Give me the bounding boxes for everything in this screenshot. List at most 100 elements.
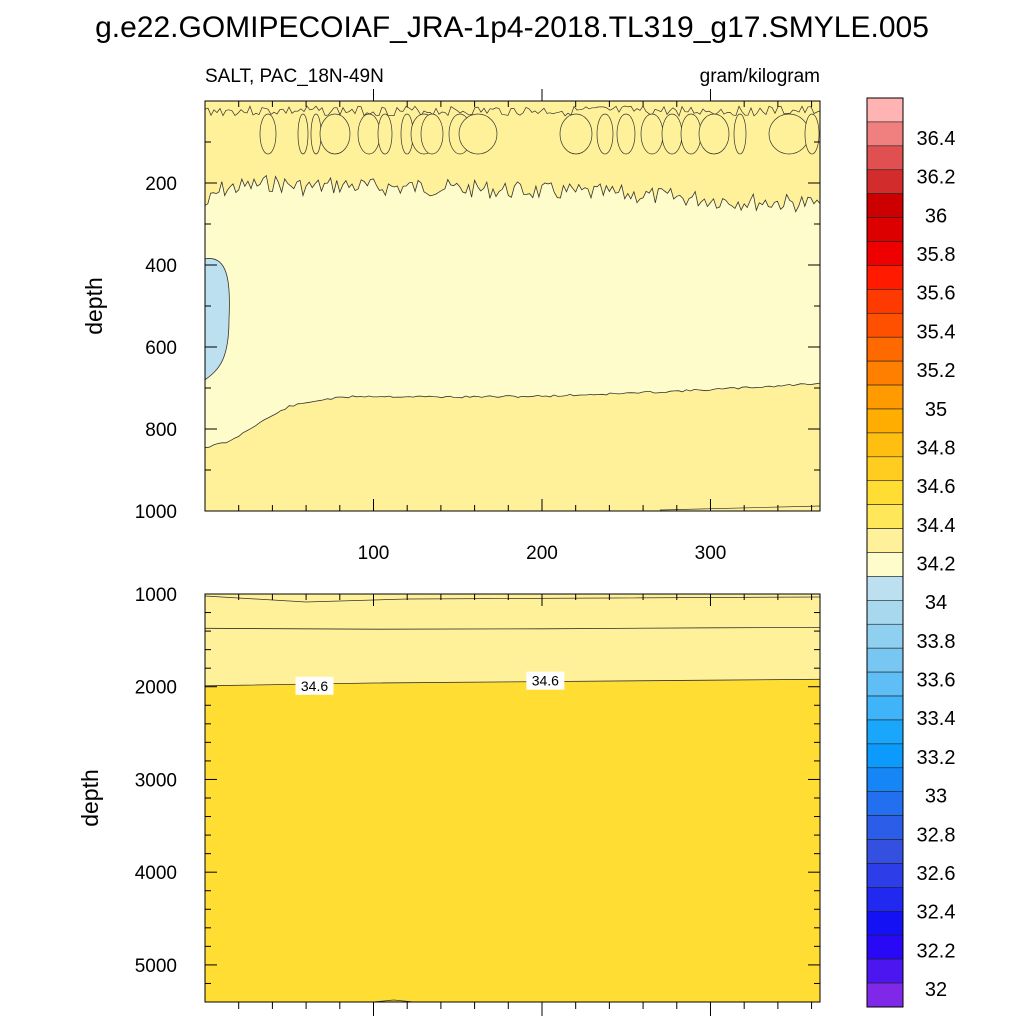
colorbar-bin xyxy=(866,863,904,888)
upper-x-tick-label: 200 xyxy=(526,543,558,564)
colorbar-label: 32.6 xyxy=(917,863,956,885)
upper-y-tick-label: 200 xyxy=(145,174,177,195)
upper-y-tick-label: 1000 xyxy=(135,502,177,523)
upper-contour-top xyxy=(205,174,820,213)
colorbar-label: 32 xyxy=(925,979,947,1001)
colorbar-bin xyxy=(866,504,904,529)
upper-salty-lens xyxy=(616,113,636,155)
colorbar: 36.4 36.2 36 35.8 35.6 35.4 35.2 35 34.8 34.6 34.4… xyxy=(866,97,956,1008)
upper-salty-lens xyxy=(596,113,614,155)
colorbar-bin xyxy=(866,887,904,912)
colorbar-bin xyxy=(866,528,904,553)
figure-title: g.e22.GOMIPECOIAF_JRA-1p4-2018.TL319_g17… xyxy=(95,11,929,44)
contour-label: 34.6 xyxy=(301,678,328,694)
colorbar-label: 34.6 xyxy=(917,476,956,498)
upper-salty-lens xyxy=(661,113,683,155)
colorbar-label: 33.4 xyxy=(917,708,956,730)
colorbar-label: 34 xyxy=(925,592,947,614)
upper-plot-area xyxy=(205,101,820,511)
upper-salty-lens xyxy=(698,113,730,155)
colorbar-label: 36 xyxy=(925,205,947,227)
colorbar-bin xyxy=(866,241,904,266)
colorbar-bin xyxy=(866,360,904,386)
upper-salty-lens xyxy=(357,113,381,155)
upper-salty-lens xyxy=(319,113,351,155)
upper-fresh-band xyxy=(205,175,820,448)
colorbar-bin xyxy=(866,480,904,505)
colorbar-bin xyxy=(866,600,904,625)
lower-y-tick-label: 3000 xyxy=(135,770,177,791)
colorbar-bin xyxy=(866,97,904,123)
lower-y-tick-label: 5000 xyxy=(135,956,177,977)
colorbar-bin xyxy=(866,791,904,816)
colorbar-bin xyxy=(866,958,904,984)
colorbar-label: 33.2 xyxy=(917,747,956,769)
colorbar-bin xyxy=(866,647,904,673)
colorbar-bin xyxy=(866,671,904,697)
colorbar-label: 35.6 xyxy=(917,283,956,305)
upper-salty-lens xyxy=(804,113,820,155)
upper-salty-lens xyxy=(733,113,747,155)
upper-salty-lens xyxy=(640,113,664,155)
colorbar-label: 32.8 xyxy=(917,824,956,846)
colorbar-label: 35.4 xyxy=(917,321,956,343)
upper-salty-lens xyxy=(559,113,593,155)
upper-salty-lens xyxy=(259,113,277,155)
colorbar-bin xyxy=(866,839,904,864)
colorbar-bin xyxy=(866,576,904,601)
lower-panel: 34.6 34.6 1000 2000 3000 4000 5000 depth xyxy=(77,585,821,1016)
upper-y-axis-label: depth xyxy=(81,277,107,335)
colorbar-label: 32.4 xyxy=(917,902,956,924)
upper-contour-surface xyxy=(205,105,820,117)
colorbar-bin xyxy=(866,432,904,458)
upper-salty-lens xyxy=(420,113,444,155)
colorbar-label: 34.2 xyxy=(917,554,956,576)
upper-contour-deep xyxy=(659,505,820,511)
contour-label-box xyxy=(526,671,565,690)
lower-y-axis-label: depth xyxy=(77,769,103,827)
upper-salty-lens xyxy=(458,113,498,155)
colorbar-bin xyxy=(866,289,904,314)
colorbar-bin xyxy=(866,767,904,793)
lower-y-tick-label: 4000 xyxy=(135,863,177,884)
colorbar-bin xyxy=(866,695,904,721)
colorbar-bin xyxy=(866,336,904,362)
colorbar-bin xyxy=(866,145,904,171)
colorbar-bin xyxy=(866,456,904,482)
colorbar-label: 33.6 xyxy=(917,670,956,692)
colorbar-bin xyxy=(866,312,904,338)
variable-label: SALT, PAC_18N-49N xyxy=(205,66,384,87)
contour-label-box xyxy=(295,676,334,695)
upper-contour-bottom xyxy=(205,382,820,449)
upper-y-tick-label: 400 xyxy=(145,256,177,277)
colorbar-label: 35.2 xyxy=(917,360,956,382)
colorbar-label: 33.8 xyxy=(917,631,956,653)
colorbar-bin xyxy=(866,815,904,840)
colorbar-bin xyxy=(866,121,904,147)
colorbar-bin xyxy=(866,719,904,745)
lower-plot-area xyxy=(205,594,820,1002)
colorbar-bin xyxy=(866,169,904,194)
lower-y-tick-label: 2000 xyxy=(135,678,177,699)
contour-label: 34.6 xyxy=(532,673,559,689)
upper-x-tick-label: 100 xyxy=(358,543,390,564)
upper-salty-lens xyxy=(680,113,702,155)
colorbar-bin xyxy=(866,265,904,290)
lower-upper-fill xyxy=(205,594,820,686)
lower-contour-bottom xyxy=(373,999,414,1002)
upper-salty-lens xyxy=(310,113,322,155)
upper-panel: 200 400 600 800 1000 100 200 300 depth xyxy=(81,89,821,564)
colorbar-label: 32.2 xyxy=(917,940,956,962)
upper-y-tick-label: 800 xyxy=(145,420,177,441)
colorbar-bin xyxy=(866,193,904,218)
colorbar-bin xyxy=(866,552,904,577)
upper-salty-lens xyxy=(297,113,309,155)
colorbar-bin xyxy=(866,623,904,649)
lower-y-tick-label: 1000 xyxy=(135,585,177,606)
colorbar-bin xyxy=(866,408,904,434)
lower-contour-upper xyxy=(205,627,820,630)
upper-low-salinity-patch xyxy=(205,258,230,381)
colorbar-bin xyxy=(866,384,904,410)
colorbar-bin xyxy=(866,982,904,1008)
